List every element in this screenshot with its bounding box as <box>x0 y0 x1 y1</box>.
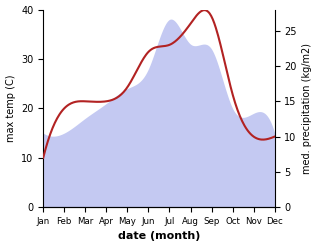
X-axis label: date (month): date (month) <box>118 231 200 242</box>
Y-axis label: max temp (C): max temp (C) <box>5 75 16 142</box>
Y-axis label: med. precipitation (kg/m2): med. precipitation (kg/m2) <box>302 43 313 174</box>
